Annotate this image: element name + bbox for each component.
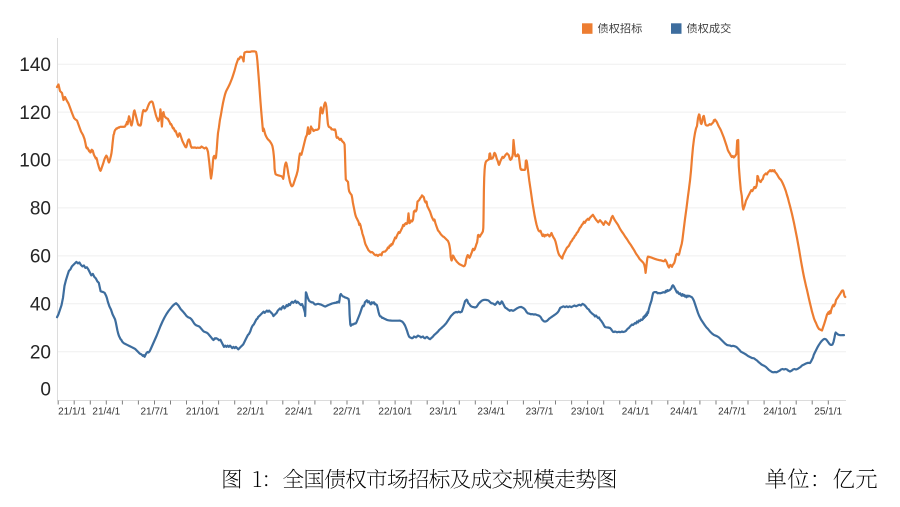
svg-text:24/1/1: 24/1/1: [622, 407, 650, 418]
svg-text:21/7/1: 21/7/1: [140, 407, 168, 418]
svg-text:21/4/1: 21/4/1: [92, 407, 120, 418]
svg-text:120: 120: [19, 103, 51, 124]
svg-text:80: 80: [30, 199, 51, 220]
svg-text:24/7/1: 24/7/1: [718, 407, 746, 418]
svg-text:22/7/1: 22/7/1: [333, 407, 361, 418]
svg-text:22/10/1: 22/10/1: [378, 407, 412, 418]
svg-text:22/4/1: 22/4/1: [285, 407, 313, 418]
svg-text:140: 140: [19, 55, 51, 76]
svg-text:24/10/1: 24/10/1: [763, 407, 797, 418]
svg-text:20: 20: [30, 342, 51, 363]
svg-text:22/1/1: 22/1/1: [237, 407, 265, 418]
svg-text:60: 60: [30, 247, 51, 268]
svg-text:23/4/1: 23/4/1: [477, 407, 505, 418]
svg-text:100: 100: [19, 151, 51, 172]
svg-text:24/4/1: 24/4/1: [670, 407, 698, 418]
svg-text:23/7/1: 23/7/1: [526, 407, 554, 418]
svg-text:21/10/1: 21/10/1: [186, 407, 220, 418]
svg-text:25/1/1: 25/1/1: [814, 407, 842, 418]
svg-text:23/10/1: 23/10/1: [571, 407, 605, 418]
svg-text:21/1/1: 21/1/1: [58, 407, 86, 418]
svg-text:23/1/1: 23/1/1: [429, 407, 457, 418]
svg-text:0: 0: [40, 380, 51, 401]
svg-text:40: 40: [30, 295, 51, 316]
